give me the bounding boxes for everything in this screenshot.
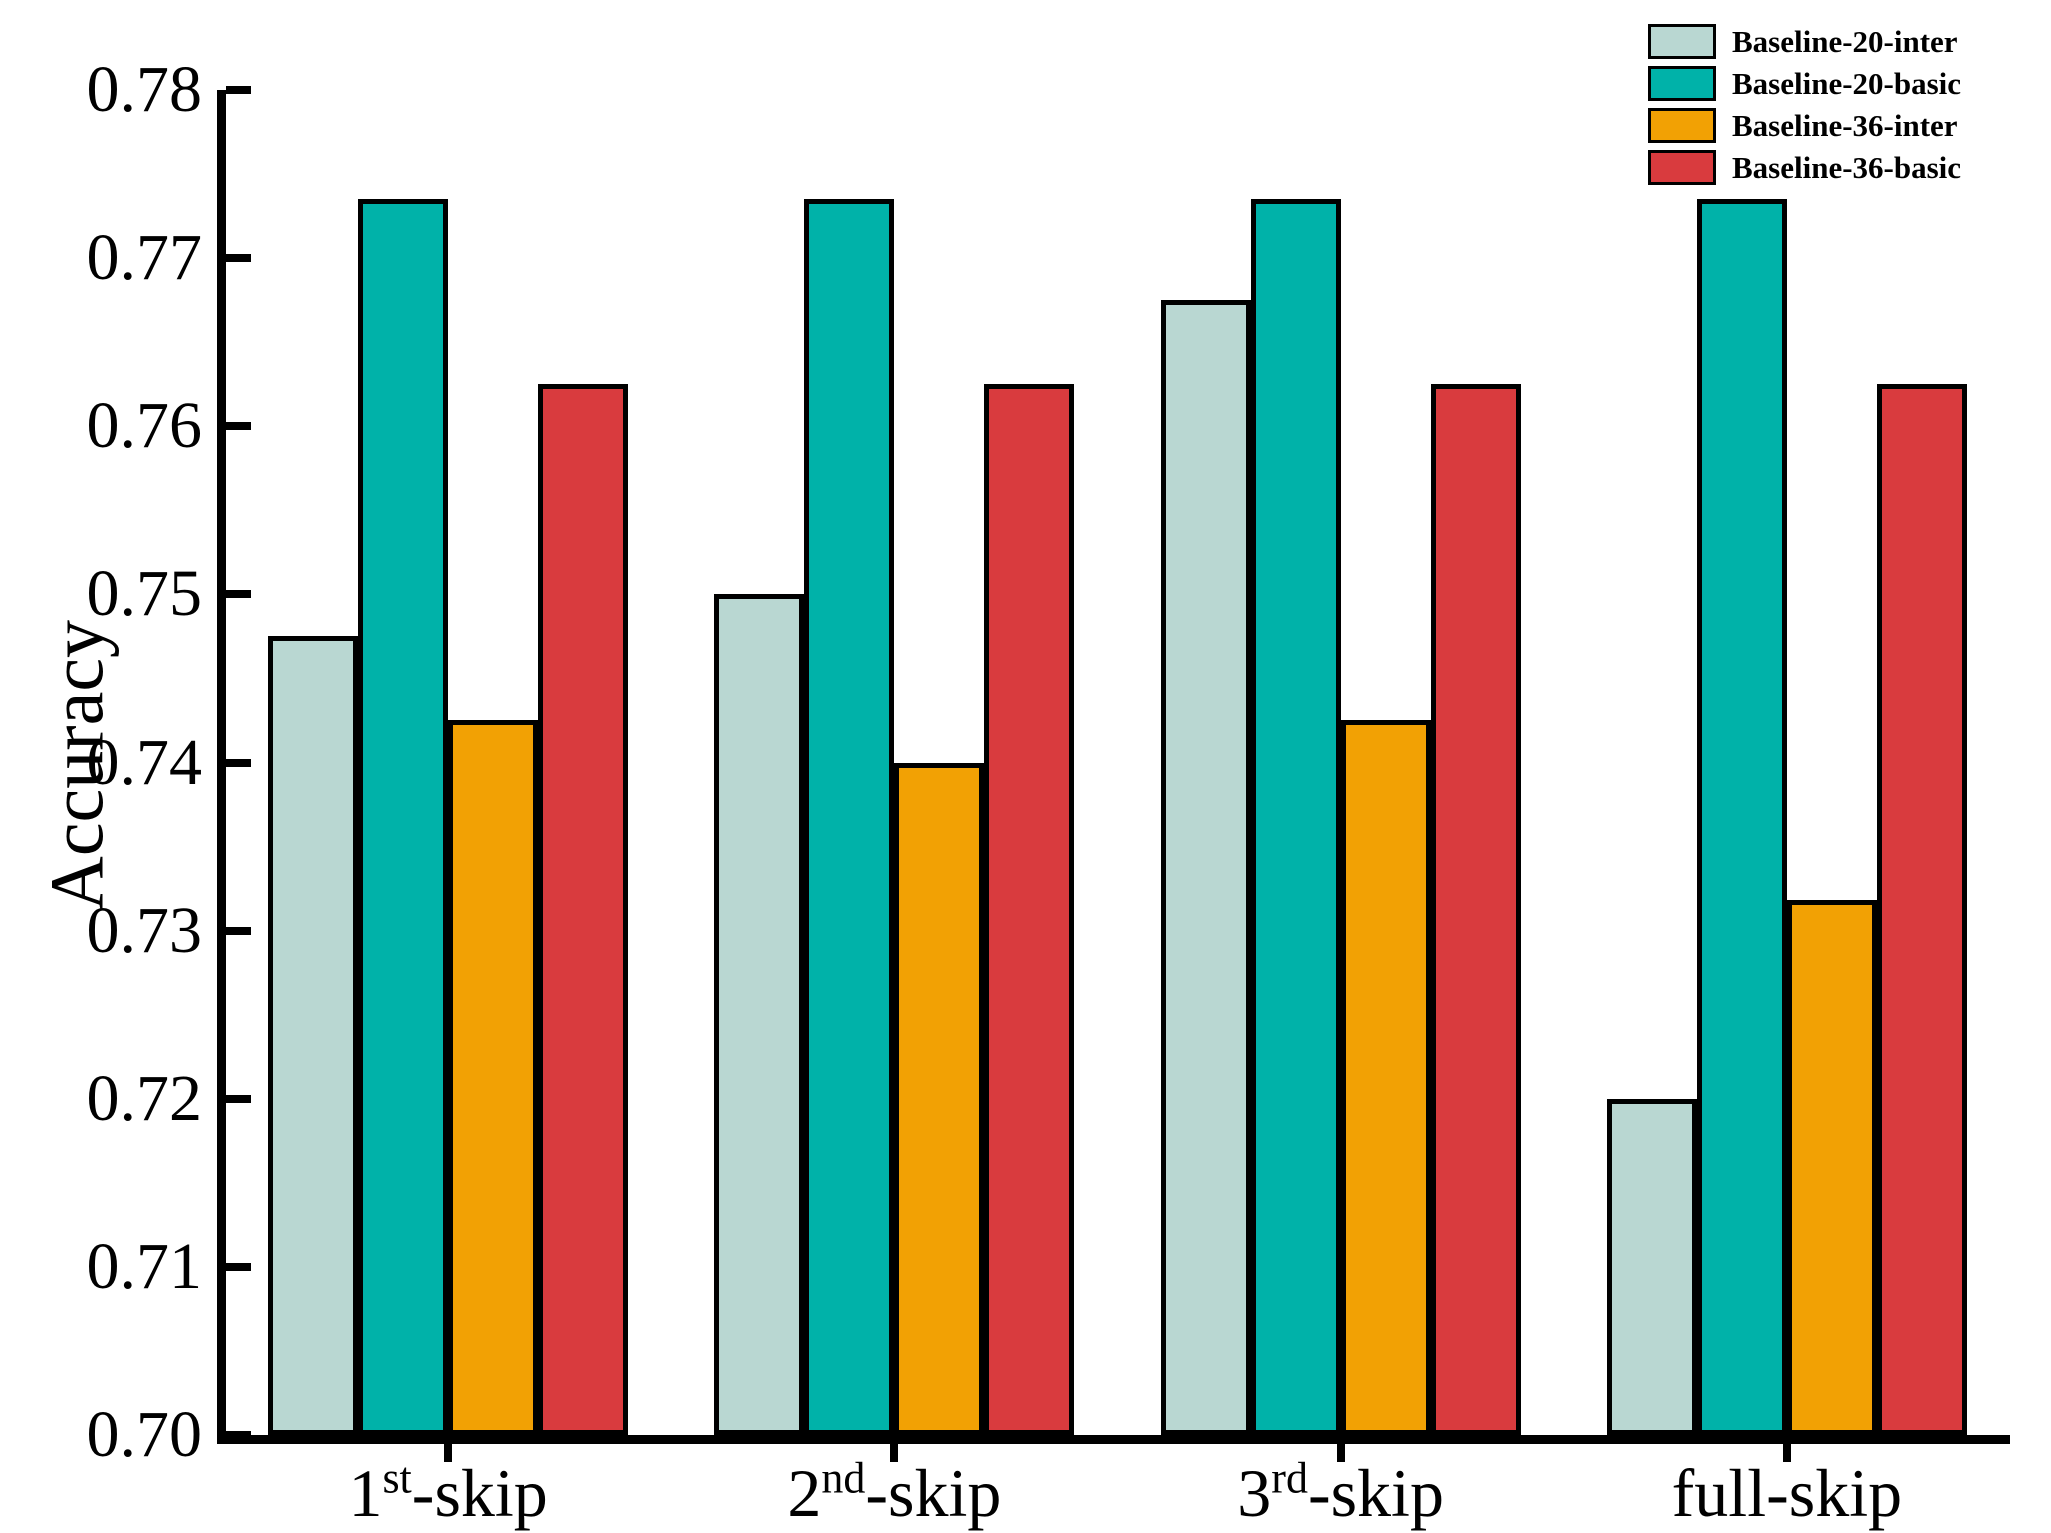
y-tick xyxy=(226,758,251,767)
x-tick-label-1st-skip: 1st-skip xyxy=(348,1453,548,1531)
legend-row: Baseline-36-basic xyxy=(1648,150,1961,185)
bar-Baseline-36-inter-3rd-skip xyxy=(1340,720,1431,1435)
ordinal-superscript: rd xyxy=(1271,1453,1308,1503)
y-tick xyxy=(226,422,251,431)
legend-swatch-Baseline-36-basic xyxy=(1648,150,1716,185)
legend-swatch-Baseline-20-inter xyxy=(1648,24,1716,59)
x-tick xyxy=(1782,1444,1791,1462)
bar-Baseline-20-basic-full-skip xyxy=(1696,199,1787,1435)
bar-Baseline-20-inter-1st-skip xyxy=(268,636,359,1435)
y-tick-label: 0.75 xyxy=(86,557,203,631)
bar-Baseline-20-basic-2nd-skip xyxy=(804,199,895,1435)
x-axis-line xyxy=(217,1435,2010,1444)
bar-Baseline-36-basic-full-skip xyxy=(1876,384,1967,1435)
bar-Baseline-36-inter-2nd-skip xyxy=(894,762,985,1435)
x-tick-label-2nd-skip: 2nd-skip xyxy=(787,1453,1002,1531)
bar-Baseline-20-inter-2nd-skip xyxy=(714,594,805,1435)
x-tick xyxy=(444,1444,453,1462)
legend-row: Baseline-20-inter xyxy=(1648,24,1961,59)
bar-Baseline-20-basic-1st-skip xyxy=(358,199,449,1435)
y-tick xyxy=(226,1262,251,1271)
ordinal-superscript: nd xyxy=(821,1453,866,1503)
y-tick-label: 0.78 xyxy=(86,53,203,126)
y-tick xyxy=(226,1431,251,1439)
legend-label: Baseline-36-basic xyxy=(1732,150,1962,185)
bar-Baseline-36-basic-3rd-skip xyxy=(1430,384,1521,1435)
bar-Baseline-20-inter-3rd-skip xyxy=(1160,300,1251,1435)
legend-row: Baseline-36-inter xyxy=(1648,108,1961,143)
y-tick-label: 0.73 xyxy=(86,893,203,967)
y-axis-line xyxy=(217,90,226,1444)
y-tick xyxy=(226,1094,251,1103)
bar-Baseline-20-inter-full-skip xyxy=(1606,1098,1697,1435)
bar-Baseline-36-inter-1st-skip xyxy=(448,720,539,1435)
legend-swatch-Baseline-36-inter xyxy=(1648,108,1716,143)
bar-Baseline-20-basic-3rd-skip xyxy=(1250,199,1341,1435)
legend-label: Baseline-20-basic xyxy=(1732,66,1962,101)
bar-Baseline-36-inter-full-skip xyxy=(1786,900,1877,1435)
y-tick-label: 0.74 xyxy=(86,725,203,799)
y-tick xyxy=(226,254,251,263)
bar-Baseline-36-basic-1st-skip xyxy=(538,384,629,1435)
y-tick xyxy=(226,86,251,94)
legend-swatch-Baseline-20-basic xyxy=(1648,66,1716,101)
legend-label: Baseline-36-inter xyxy=(1732,108,1958,143)
plot-area xyxy=(217,90,2010,1444)
y-tick-label: 0.77 xyxy=(86,221,203,295)
y-tick-label: 0.70 xyxy=(86,1398,203,1471)
x-tick-label-3rd-skip: 3rd-skip xyxy=(1237,1453,1444,1531)
y-tick-label: 0.72 xyxy=(86,1061,203,1135)
y-tick-label: 0.71 xyxy=(86,1229,203,1303)
y-tick-label: 0.76 xyxy=(86,389,203,463)
y-tick xyxy=(226,590,251,599)
ordinal-superscript: st xyxy=(382,1453,412,1503)
legend-row: Baseline-20-basic xyxy=(1648,66,1961,101)
x-tick-label-full-skip: full-skip xyxy=(1671,1455,1903,1531)
x-tick xyxy=(1336,1444,1345,1462)
y-tick xyxy=(226,926,251,935)
legend-label: Baseline-20-inter xyxy=(1732,24,1958,59)
x-tick xyxy=(890,1444,899,1462)
legend: Baseline-20-inter Baseline-20-basic Baseli… xyxy=(1648,24,1961,192)
bar-Baseline-36-basic-2nd-skip xyxy=(984,384,1075,1435)
